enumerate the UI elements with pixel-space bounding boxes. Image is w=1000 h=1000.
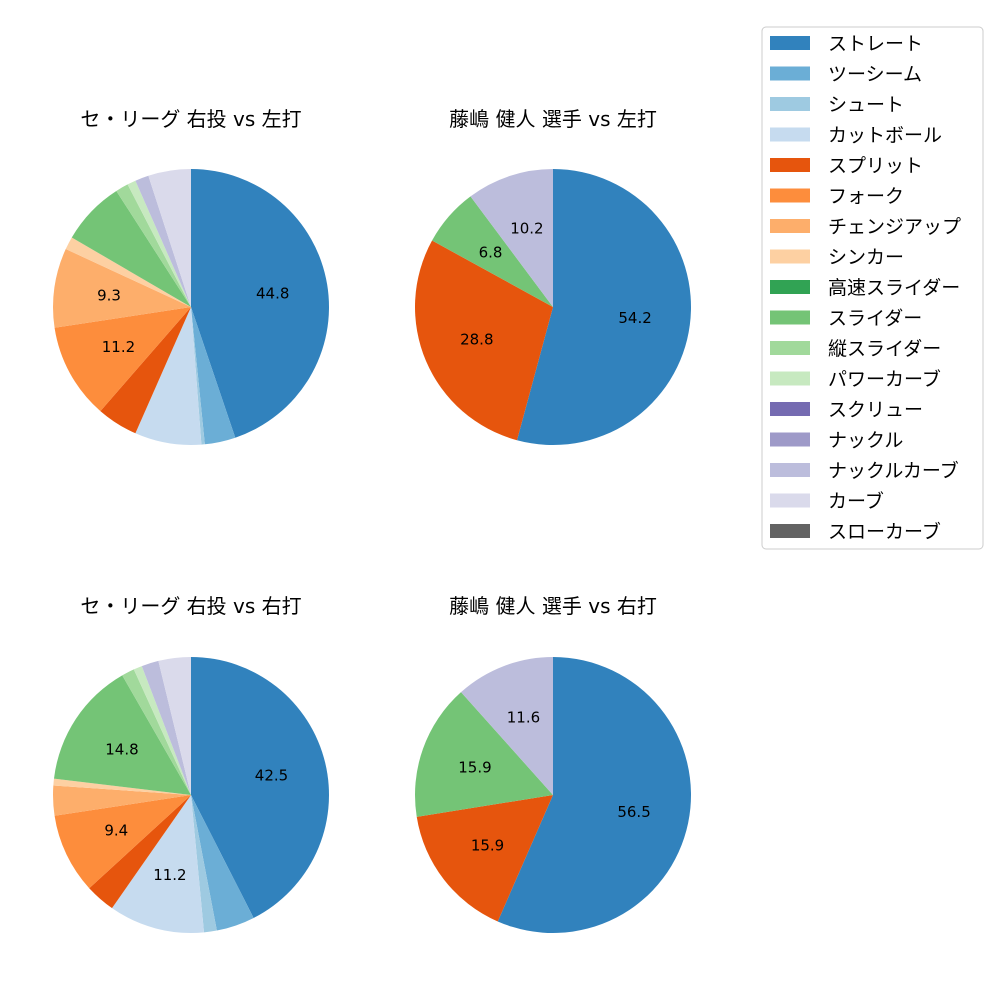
legend-swatch [770,402,810,416]
pie-title: 藤嶋 健人 選手 vs 右打 [449,594,657,618]
data-label: 10.2 [510,219,543,237]
data-label: 15.9 [458,758,491,776]
data-label: 11.2 [102,338,135,356]
pie-slice [191,169,329,438]
legend-label: カットボール [828,125,942,147]
pie-slice [100,307,191,434]
data-label: 9.4 [104,822,128,840]
pie-title: 藤嶋 健人 選手 vs 左打 [449,107,657,131]
legend-swatch [770,524,810,538]
pie-slice [191,657,330,918]
pie-slice [461,657,553,795]
legend-label: シュート [828,94,904,116]
pie-slice [71,190,191,307]
data-label: 11.2 [153,866,186,884]
legend-swatch [770,158,810,172]
legend-label: ナックル [828,430,903,452]
pie-chart-4: 藤嶋 健人 選手 vs 右打 56.5 15.9 15.9 11.6 [415,594,691,933]
pie-chart-3: セ・リーグ 右投 vs 右打 42.5 11.2 9.4 14.8 [53,594,330,934]
legend-label: スライダー [828,308,922,330]
legend-label: パワーカーブ [828,368,941,391]
legend-label: フォーク [828,186,904,208]
legend-swatch [770,463,810,477]
pie-slice [112,795,204,934]
legend-swatch [770,341,810,355]
legend-label: 縦スライダー [828,338,941,360]
data-label: 14.8 [105,740,138,758]
legend-swatch [770,127,810,142]
legend-swatch [770,371,810,386]
pie-slice [127,180,191,307]
pie-slice [141,660,191,795]
pie-slice [135,307,202,446]
pie-slice [116,184,191,307]
pie-slice [414,240,553,441]
pie-slice [54,795,192,889]
legend-swatch [770,188,810,203]
legend-swatch [770,493,810,508]
pie-title: セ・リーグ 右投 vs 左打 [80,107,301,131]
legend-label: 高速スライダー [828,277,960,299]
legend-swatch [770,97,810,111]
legend-swatch [770,432,810,447]
legend-swatch [770,66,810,81]
data-label: 15.9 [471,837,504,855]
pie-slice [191,795,217,933]
legend-label: ストレート [828,33,923,55]
legend-label: スローカーブ [828,520,941,543]
legend-label: カーブ [828,490,884,513]
legend-swatch [770,219,810,233]
data-label: 9.3 [97,286,121,304]
pie-slice [54,307,192,412]
pie-title: セ・リーグ 右投 vs 右打 [80,594,301,618]
pie-slice [470,169,553,307]
legend-label: スクリュー [828,399,923,421]
pie-slice [416,795,553,922]
legend-label: ツーシーム [828,64,922,86]
pie-slice [148,169,191,307]
pie-slice [65,237,191,307]
data-label: 56.5 [617,803,650,821]
data-label: 44.8 [256,285,289,303]
pie-slice [135,175,191,307]
pie-slice [53,675,191,795]
data-label: 42.5 [255,767,288,785]
data-label: 54.2 [618,309,651,327]
legend-label: スプリット [828,155,923,177]
legend-swatch [770,249,810,264]
legend-label: ナックルカーブ [828,459,959,482]
data-label: 6.8 [479,244,503,262]
pie-slice [517,169,691,445]
pie-slice [191,307,205,445]
legend-swatch [770,280,810,294]
legend-frame [761,26,984,550]
pie-chart-2: 藤嶋 健人 選手 vs 左打 54.2 28.8 6.8 10.2 [414,107,691,445]
legend: ストレートツーシームシュートカットボールスプリットフォークチェンジアップシンカー… [761,26,984,550]
pie-chart-1: セ・リーグ 右投 vs 左打 44.8 11.2 9.3 [53,107,329,446]
pie-slice [158,657,191,795]
data-label: 11.6 [507,709,540,727]
pie-slice [191,795,254,931]
pie-slice [497,657,691,933]
pie-slice [191,307,236,445]
legend-swatch [770,36,810,50]
pie-slice [89,795,191,909]
legend-label: シンカー [828,247,904,269]
pie-slice [432,196,553,307]
data-label: 28.8 [460,330,493,348]
legend-swatch [770,310,810,325]
pie-slice [122,669,191,795]
pie-slice [53,778,192,795]
pie-slice [415,692,553,817]
pie-slice [133,666,191,795]
pie-slice [53,785,191,816]
pie-slice [53,249,191,328]
legend-label: チェンジアップ [828,216,961,238]
